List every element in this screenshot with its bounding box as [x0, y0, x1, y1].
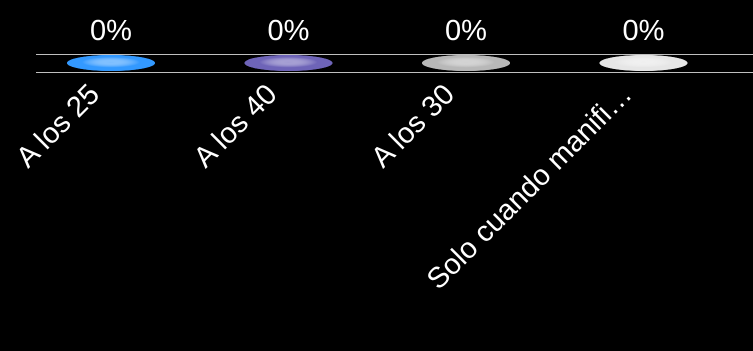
category-label-1: A los 25: [10, 78, 106, 174]
value-labels: 0% 0% 0% 0%: [90, 15, 664, 47]
value-label-2: 0%: [268, 15, 310, 47]
bar-marks: [67, 55, 688, 71]
category-label-3: A los 30: [365, 78, 461, 174]
category-label-4: Solo cuando manifi…: [421, 78, 639, 296]
category-label-2: A los 40: [188, 78, 284, 174]
bar-1-shine: [67, 55, 155, 71]
value-label-3: 0%: [445, 15, 487, 47]
bar-3-shine: [422, 55, 510, 71]
bar-4-shine: [599, 55, 688, 71]
bar-2-shine: [244, 55, 333, 71]
value-label-1: 0%: [90, 15, 132, 47]
value-label-4: 0%: [623, 15, 665, 47]
